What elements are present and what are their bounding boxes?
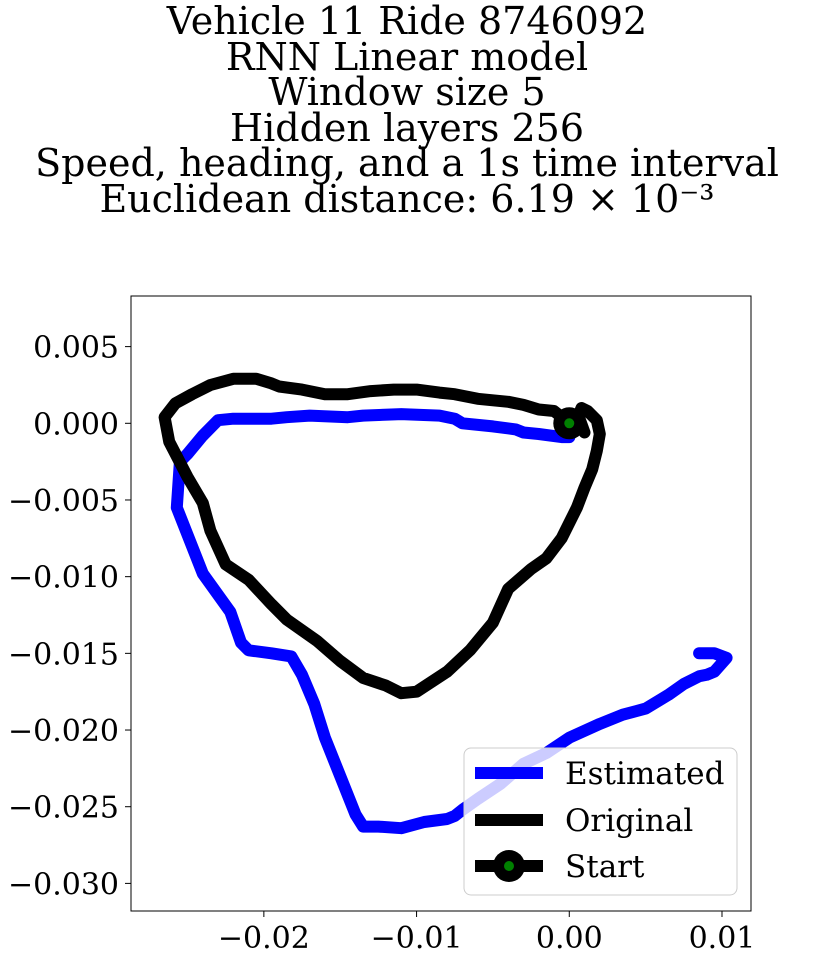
series-layer [158,372,733,835]
legend-label-start: Start [565,849,645,885]
plot-frame [130,295,752,912]
y-tick-label: −0.020 [8,714,119,749]
title-line-3: Window size 5 [268,70,546,114]
y-tick-label: −0.005 [8,484,119,519]
y-tick-label: −0.030 [8,867,119,902]
y-tick-label: 0.005 [33,331,119,366]
y-tick-label: −0.015 [8,637,119,672]
y-tick-label: −0.010 [8,561,119,596]
title-line-5: Speed, heading, and a 1s time interval [35,141,779,185]
chart-title: Vehicle 11 Ride 8746092 RNN Linear model… [0,0,814,217]
x-axis: −0.02 −0.01 0.00 0.01 [218,911,755,956]
x-tick-label: 0.00 [536,921,603,956]
legend-start-marker-inner [504,861,514,871]
x-tick-label: 0.01 [689,921,756,956]
x-tick-label: −0.02 [218,921,310,956]
series-line-original [158,372,606,700]
legend-label-estimated: Estimated [565,756,724,792]
title-line-2: RNN Linear model [225,34,589,79]
start-marker-inner [564,418,575,429]
title-line-6: Euclidean distance: 6.19 × 10⁻³ [99,176,715,221]
legend: Estimated Original Start [463,747,738,896]
series-line-estimated [170,408,733,835]
y-axis: 0.005 0.000 −0.005 −0.010 −0.015 −0.020 −0.025… [8,331,131,902]
y-tick-label: −0.025 [8,791,119,826]
y-tick-label: 0.000 [33,407,119,442]
legend-box [463,747,738,896]
x-tick-label: −0.01 [371,921,463,956]
legend-label-original: Original [565,803,693,839]
title-line-4: Hidden layers 256 [229,105,585,150]
title-line-1: Vehicle 11 Ride 8746092 [166,0,648,43]
